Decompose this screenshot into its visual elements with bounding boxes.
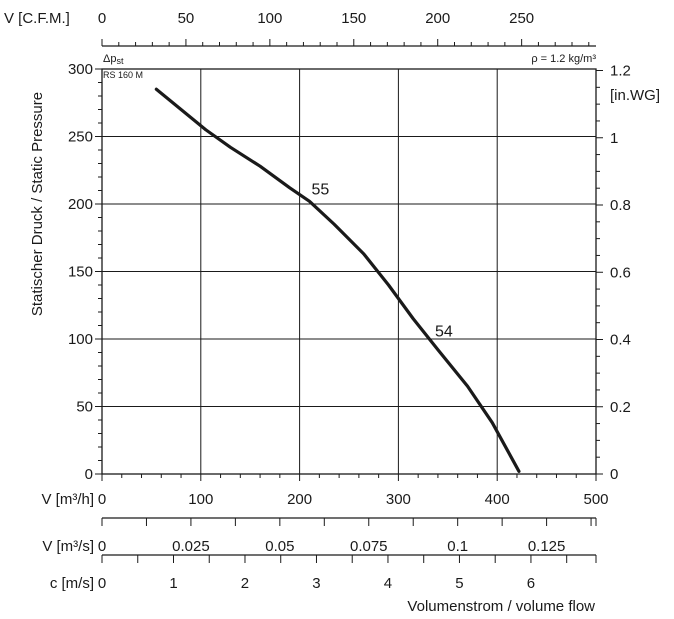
bottom-tick-label-m3h: 500	[583, 491, 608, 508]
right-tick-label: 0.8	[610, 197, 631, 214]
model-label: RS 160 M	[103, 70, 143, 80]
scale-tick-label-m3s: 0.125	[528, 538, 566, 555]
top-tick-label: 250	[509, 10, 534, 27]
bottom-tick-label-m3h: 100	[188, 491, 213, 508]
scale-tick-label-ms: 5	[455, 575, 463, 592]
right-tick-label: 0.2	[610, 399, 631, 416]
labels: V [C.F.M.] Δpst RS 160 M ρ = 1.2 kg/m³ […	[4, 10, 660, 615]
bottom-axis-label-m3s: V [m³/s]	[42, 538, 94, 555]
scale-tick-label-m3s: 0.025	[172, 538, 210, 555]
top-tick-label: 50	[178, 10, 195, 27]
pressure-symbol-sub: st	[116, 56, 124, 66]
left-tick-label: 0	[85, 466, 93, 483]
left-tick-label: 200	[68, 196, 93, 213]
curve-annotation: 54	[435, 323, 453, 340]
top-axis-label: V [C.F.M.]	[4, 10, 70, 27]
right-tick-label: 0.4	[610, 332, 631, 349]
scale-tick-label-ms: 3	[312, 575, 320, 592]
top-tick-label: 0	[98, 10, 106, 27]
left-tick-label: 250	[68, 129, 93, 146]
y-axis-title: Statischer Druck / Static Pressure	[29, 92, 46, 316]
right-axis-unit: [in.WG]	[610, 87, 660, 104]
left-tick-label: 50	[76, 399, 93, 416]
left-tick-label: 300	[68, 61, 93, 78]
scale-tick-label-m3s: 0	[98, 538, 106, 555]
scale-tick-label-ms: 4	[384, 575, 392, 592]
density-note: ρ = 1.2 kg/m³	[531, 53, 596, 65]
scale-tick-label-m3s: 0.05	[265, 538, 294, 555]
bottom-axis-label-m3h: V [m³/h]	[41, 491, 94, 508]
x-axis-title: Volumenstrom / volume flow	[407, 598, 595, 615]
right-tick-label: 1.2	[610, 63, 631, 80]
scale-tick-label-ms: 2	[241, 575, 249, 592]
top-tick-label: 100	[257, 10, 282, 27]
bottom-tick-label-m3h: 400	[485, 491, 510, 508]
scale-tick-label-m3s: 0.1	[447, 538, 468, 555]
bottom-tick-label-m3h: 300	[386, 491, 411, 508]
top-tick-label: 200	[425, 10, 450, 27]
pressure-symbol: Δpst	[103, 53, 124, 66]
right-tick-label: 0	[610, 466, 618, 483]
grid	[102, 69, 596, 474]
curve-annotation: 55	[311, 182, 329, 199]
scale-tick-label-ms: 1	[169, 575, 177, 592]
bottom-tick-label-m3h: 0	[98, 491, 106, 508]
curve-layer: 55 54	[154, 87, 521, 473]
bottom-tick-label-m3h: 200	[287, 491, 312, 508]
top-tick-label: 150	[341, 10, 366, 27]
left-tick-label: 150	[68, 264, 93, 281]
right-tick-label: 1	[610, 130, 618, 147]
scale-tick-label-m3s: 0.075	[350, 538, 388, 555]
scale-tick-label-ms: 0	[98, 575, 106, 592]
pressure-symbol-text: Δp	[103, 53, 116, 65]
right-tick-label: 0.6	[610, 264, 631, 281]
fan-curve-line	[154, 87, 521, 473]
scale-tick-label-ms: 6	[527, 575, 535, 592]
left-tick-label: 100	[68, 331, 93, 348]
bottom-axis-label-ms: c [m/s]	[50, 575, 94, 592]
